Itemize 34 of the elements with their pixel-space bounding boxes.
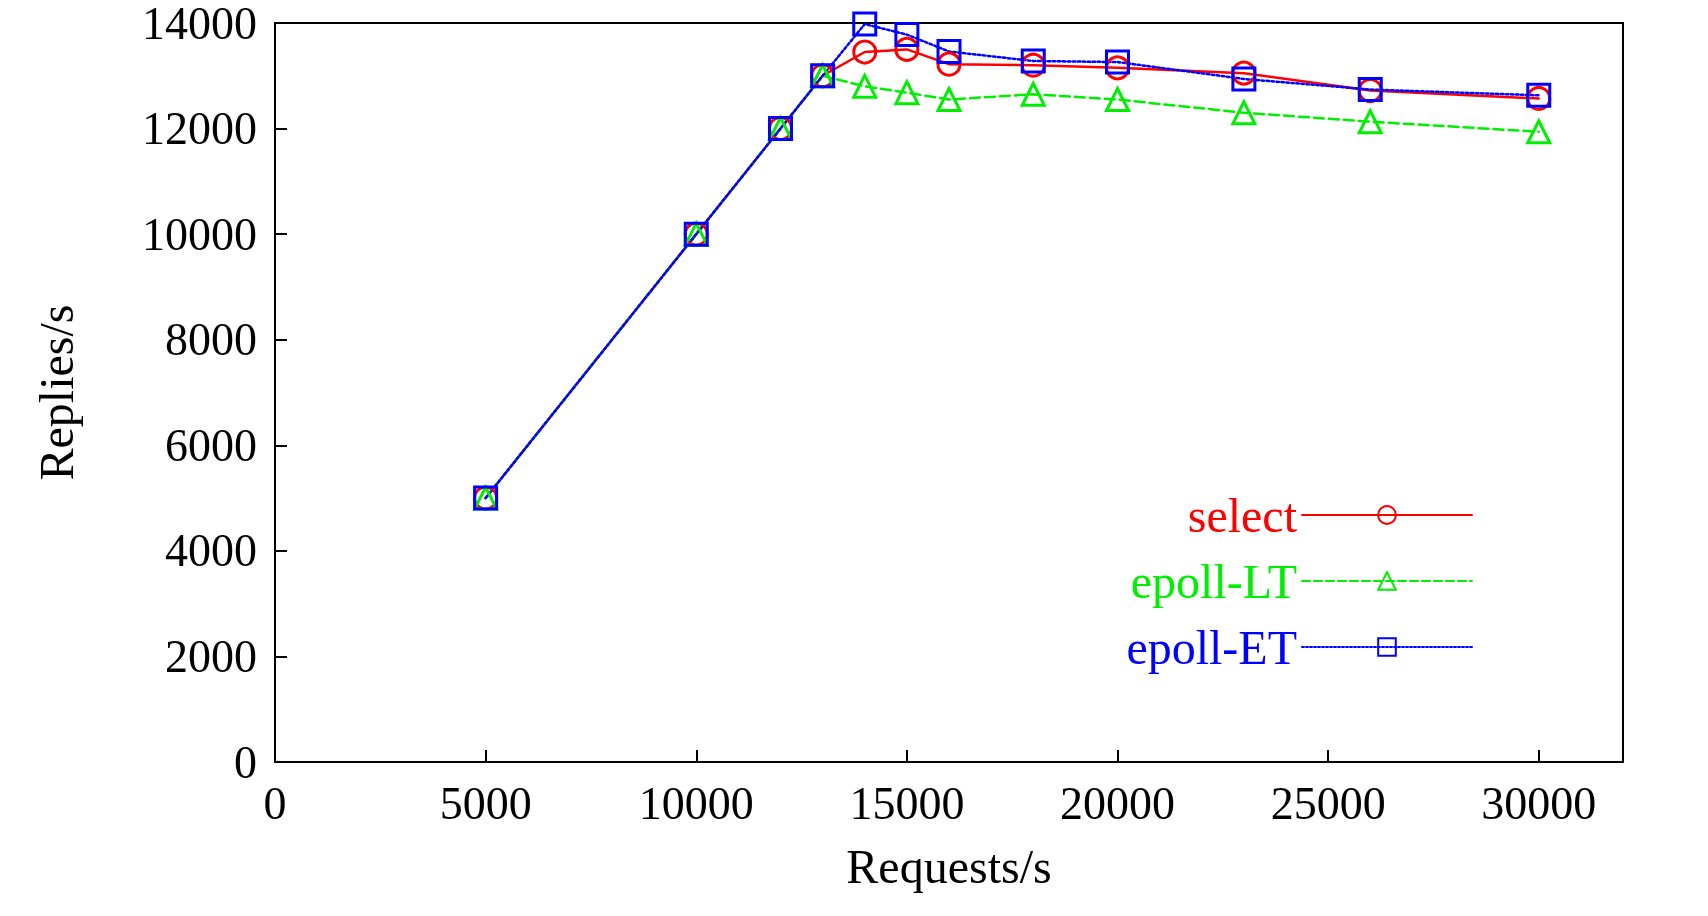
x-tick-label: 5000 bbox=[439, 777, 532, 829]
point bbox=[894, 22, 920, 48]
point bbox=[852, 11, 878, 37]
point bbox=[1105, 87, 1130, 113]
point bbox=[1020, 81, 1046, 107]
y-tick-label: 4000 bbox=[165, 525, 257, 577]
point bbox=[1105, 49, 1130, 75]
x-tick-label: 20000 bbox=[1060, 777, 1175, 829]
legend-label: select bbox=[1187, 488, 1298, 542]
point bbox=[936, 39, 962, 64]
legend-label: epoll-LT bbox=[1130, 554, 1297, 608]
y-tick-label: 0 bbox=[234, 736, 257, 788]
y-tick-label: 6000 bbox=[165, 419, 257, 471]
point bbox=[894, 80, 920, 106]
x-axis-title: Requests/s bbox=[846, 839, 1052, 893]
point bbox=[1231, 100, 1257, 126]
y-tick-label: 10000 bbox=[142, 208, 257, 260]
point bbox=[1231, 66, 1257, 92]
point bbox=[1526, 119, 1552, 145]
y-axis-title: Replies/s bbox=[29, 304, 83, 481]
y-tick-label: 2000 bbox=[165, 630, 257, 682]
x-tick-label: 25000 bbox=[1270, 777, 1386, 829]
x-tick-label: 15000 bbox=[849, 777, 965, 829]
x-tick-label: 30000 bbox=[1481, 777, 1597, 829]
y-tick-label: 12000 bbox=[142, 103, 257, 155]
y-tick-label: 14000 bbox=[142, 0, 257, 49]
point bbox=[852, 73, 878, 99]
x-tick-label: 10000 bbox=[638, 777, 754, 829]
point bbox=[1357, 109, 1383, 135]
y-tick-label: 8000 bbox=[165, 314, 257, 366]
point bbox=[936, 87, 962, 113]
point bbox=[852, 39, 878, 65]
point bbox=[894, 36, 920, 62]
legend-label: epoll-ET bbox=[1126, 620, 1297, 674]
